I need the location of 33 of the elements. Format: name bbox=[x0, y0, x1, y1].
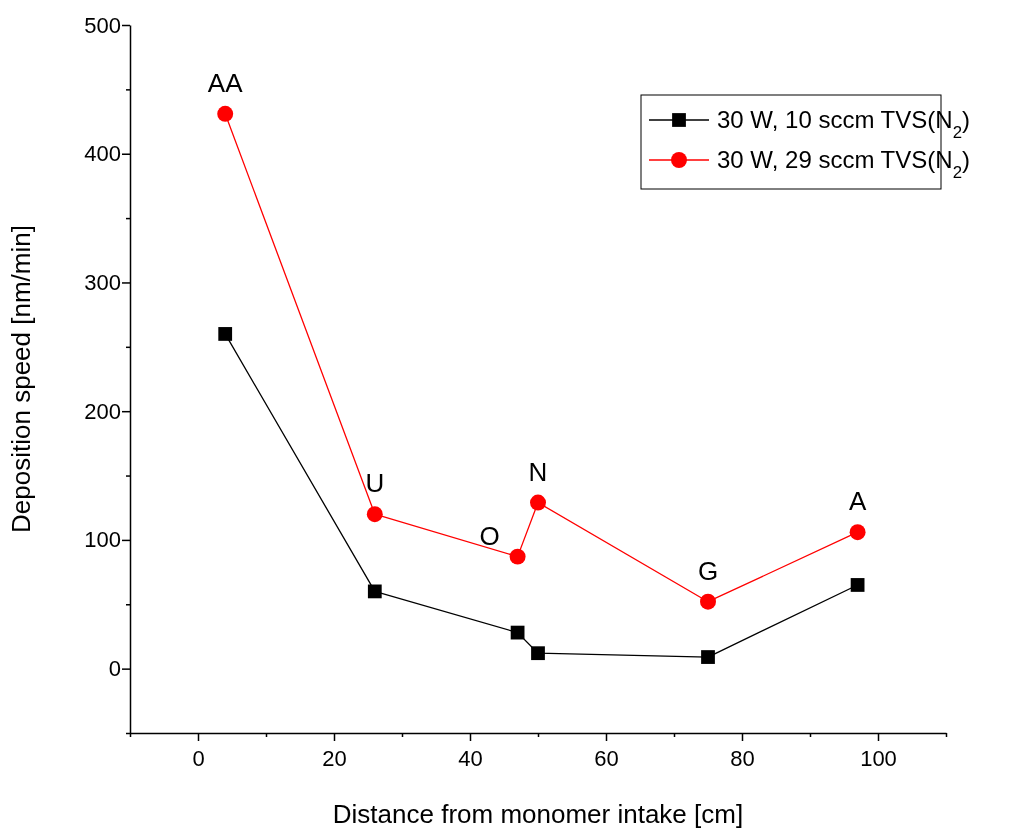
y-axis-title: Deposition speed [nm/min] bbox=[6, 225, 36, 533]
x-axis-title: Distance from monomer intake [cm] bbox=[332, 799, 744, 829]
annotation: G bbox=[697, 555, 719, 586]
annotation: N bbox=[528, 456, 548, 487]
point bbox=[850, 578, 865, 592]
annotation: A bbox=[848, 486, 867, 517]
point bbox=[700, 593, 716, 610]
y-tick-label: 200 bbox=[84, 398, 121, 424]
point bbox=[701, 650, 715, 664]
x-tick-label: 20 bbox=[322, 746, 347, 772]
annotation: O bbox=[479, 520, 500, 551]
legend-label: 30 W, 29 sccm TVS(N$_{2}$) bbox=[717, 146, 970, 182]
y-tick-label: 100 bbox=[84, 527, 121, 553]
legend-label: 30 W, 10 sccm TVS(N$_{2}$) bbox=[717, 106, 970, 142]
x-tick-label: 80 bbox=[730, 746, 755, 772]
point bbox=[530, 494, 546, 511]
point bbox=[218, 327, 233, 341]
annotation: AA bbox=[207, 67, 244, 98]
point bbox=[366, 506, 383, 523]
point bbox=[217, 105, 234, 122]
y-tick-label: 0 bbox=[108, 656, 121, 682]
point bbox=[531, 646, 545, 661]
x-tick-label: 0 bbox=[192, 746, 205, 772]
annotation: U bbox=[365, 468, 385, 499]
x-tick-label: 60 bbox=[594, 746, 619, 772]
y-tick-label: 400 bbox=[84, 141, 121, 167]
x-tick-label: 40 bbox=[458, 746, 483, 772]
y-tick-label: 500 bbox=[84, 12, 121, 38]
x-tick-label: 100 bbox=[860, 746, 897, 772]
point bbox=[509, 548, 526, 565]
point bbox=[367, 584, 382, 599]
y-tick-label: 300 bbox=[84, 269, 121, 295]
point bbox=[849, 524, 866, 541]
